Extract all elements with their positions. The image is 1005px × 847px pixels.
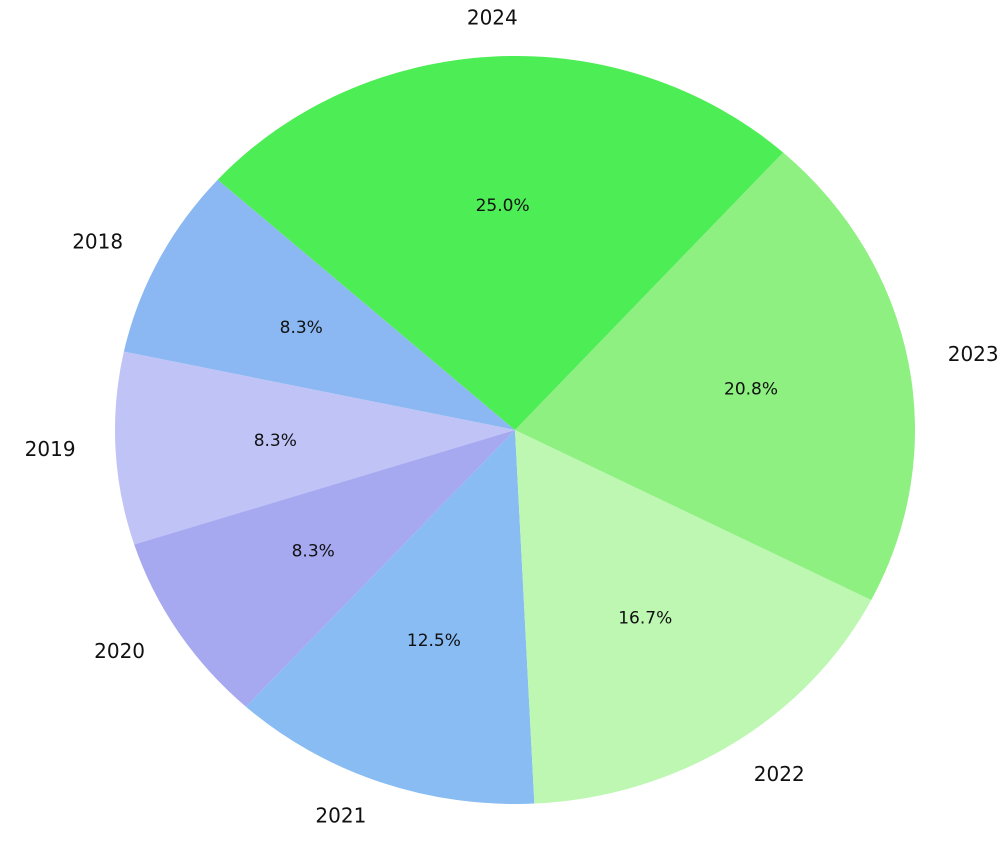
slice-label-2023: 2023 bbox=[948, 342, 999, 366]
pie-slice-2023 bbox=[515, 152, 916, 601]
pie-slices bbox=[114, 55, 916, 805]
slice-percent-2023: 20.8% bbox=[724, 379, 778, 399]
slice-percent-2020: 8.3% bbox=[292, 541, 335, 561]
slice-label-2021: 2021 bbox=[315, 804, 366, 828]
slice-percent-2022: 16.7% bbox=[618, 608, 672, 628]
slice-label-2024: 2024 bbox=[467, 6, 518, 30]
slice-percent-2018: 8.3% bbox=[280, 318, 323, 338]
pie-percent-labels: 8.3% 8.3% 8.3% 12.5% 16.7% 20.8% 25.0% bbox=[254, 196, 778, 651]
pie-slice-2021 bbox=[245, 430, 535, 805]
pie-category-labels: 2018 2019 2020 2021 2022 2023 2024 bbox=[25, 6, 999, 828]
pie-slice-2020 bbox=[134, 430, 516, 707]
pie-slice-2022 bbox=[515, 430, 872, 804]
pie-slice-2024 bbox=[217, 55, 784, 430]
slice-label-2020: 2020 bbox=[94, 639, 145, 663]
pie-slice-2018 bbox=[123, 179, 516, 430]
slice-label-2018: 2018 bbox=[72, 229, 123, 253]
slice-percent-2021: 12.5% bbox=[407, 631, 461, 651]
pie-slice-2019 bbox=[114, 351, 515, 545]
slice-label-2019: 2019 bbox=[25, 437, 76, 461]
slice-percent-2019: 8.3% bbox=[254, 431, 297, 451]
slice-label-2022: 2022 bbox=[754, 762, 805, 786]
slice-percent-2024: 25.0% bbox=[476, 196, 530, 216]
